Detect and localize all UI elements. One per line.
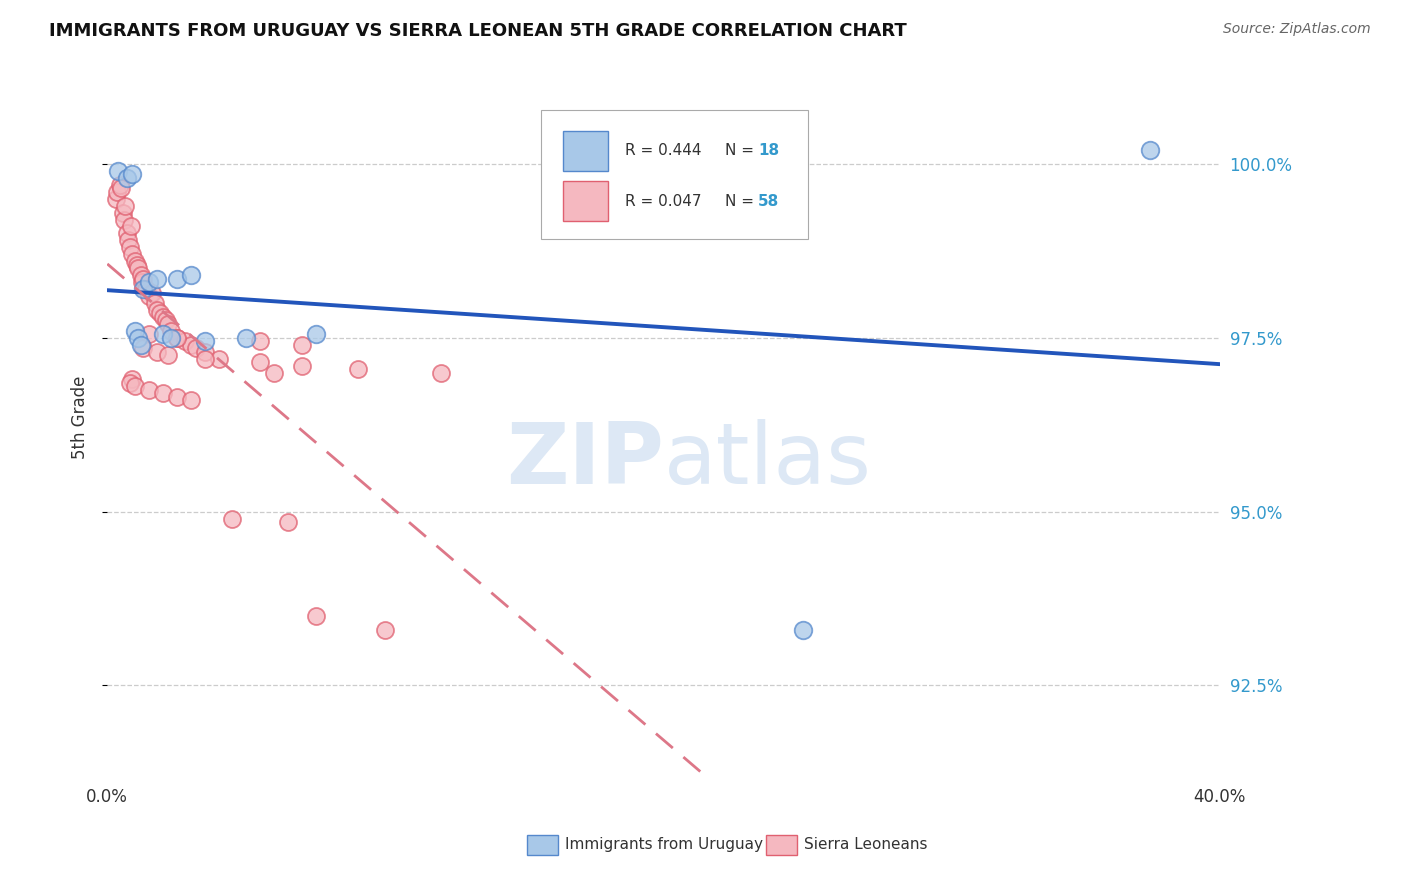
Point — [129, 337, 152, 351]
Point — [263, 366, 285, 380]
Point — [141, 285, 163, 300]
Y-axis label: 5th Grade: 5th Grade — [72, 376, 89, 459]
Point — [111, 205, 134, 219]
Point — [125, 258, 148, 272]
Point — [194, 344, 217, 359]
Point — [129, 268, 152, 282]
Point — [180, 393, 202, 408]
Point — [107, 164, 129, 178]
Point — [117, 234, 139, 248]
Bar — [564, 131, 607, 170]
Text: Sierra Leoneans: Sierra Leoneans — [804, 838, 928, 852]
Point — [152, 327, 174, 342]
Point — [186, 341, 208, 355]
Point — [132, 282, 155, 296]
Point — [194, 351, 217, 366]
Point — [115, 170, 138, 185]
Point — [104, 192, 127, 206]
Point — [127, 261, 149, 276]
Point — [346, 362, 368, 376]
Point — [124, 254, 146, 268]
Point — [277, 515, 299, 529]
Point — [1139, 143, 1161, 157]
Point — [430, 366, 453, 380]
Bar — [564, 181, 607, 220]
Point — [138, 327, 160, 342]
Point — [132, 271, 155, 285]
Point — [121, 167, 143, 181]
Text: N =: N = — [724, 194, 759, 209]
Point — [146, 344, 169, 359]
Point — [155, 313, 177, 327]
Point — [221, 511, 243, 525]
Point — [166, 390, 188, 404]
Point — [132, 341, 155, 355]
Point — [120, 219, 142, 234]
Point — [135, 282, 157, 296]
Point — [143, 296, 166, 310]
Point — [124, 324, 146, 338]
Point — [374, 623, 396, 637]
Point — [157, 317, 180, 331]
Point — [121, 372, 143, 386]
Point — [160, 324, 183, 338]
Point — [112, 212, 135, 227]
Point — [131, 275, 153, 289]
Point — [157, 348, 180, 362]
Text: 18: 18 — [758, 144, 779, 159]
Text: atlas: atlas — [664, 419, 872, 502]
Text: R = 0.047: R = 0.047 — [624, 194, 702, 209]
Point — [138, 289, 160, 303]
Point — [291, 359, 314, 373]
Text: Immigrants from Uruguay: Immigrants from Uruguay — [565, 838, 763, 852]
Point — [174, 334, 197, 349]
Point — [149, 306, 172, 320]
Point — [291, 337, 314, 351]
Point — [127, 331, 149, 345]
Point — [160, 331, 183, 345]
Point — [152, 310, 174, 324]
Point — [121, 247, 143, 261]
Point — [166, 271, 188, 285]
Point — [118, 376, 141, 390]
Point — [249, 334, 271, 349]
Text: N =: N = — [724, 144, 759, 159]
Point — [249, 355, 271, 369]
Point — [124, 379, 146, 393]
Point — [207, 351, 229, 366]
FancyBboxPatch shape — [541, 110, 808, 239]
Point — [138, 383, 160, 397]
Text: R = 0.444: R = 0.444 — [624, 144, 702, 159]
Point — [305, 608, 328, 623]
Text: IMMIGRANTS FROM URUGUAY VS SIERRA LEONEAN 5TH GRADE CORRELATION CHART: IMMIGRANTS FROM URUGUAY VS SIERRA LEONEA… — [49, 22, 907, 40]
Point — [146, 302, 169, 317]
Text: 58: 58 — [758, 194, 779, 209]
Point — [152, 386, 174, 401]
Point — [138, 275, 160, 289]
Point — [792, 623, 814, 637]
Text: Source: ZipAtlas.com: Source: ZipAtlas.com — [1223, 22, 1371, 37]
Point — [108, 178, 131, 192]
Point — [146, 271, 169, 285]
Point — [166, 331, 188, 345]
Point — [235, 331, 257, 345]
Point — [114, 199, 136, 213]
Point — [115, 227, 138, 241]
Text: ZIP: ZIP — [506, 419, 664, 502]
Point — [105, 185, 128, 199]
Point — [180, 268, 202, 282]
Point — [110, 181, 132, 195]
Point — [194, 334, 217, 349]
Point — [305, 327, 328, 342]
Point — [180, 337, 202, 351]
Point — [118, 240, 141, 254]
Point — [166, 331, 188, 345]
